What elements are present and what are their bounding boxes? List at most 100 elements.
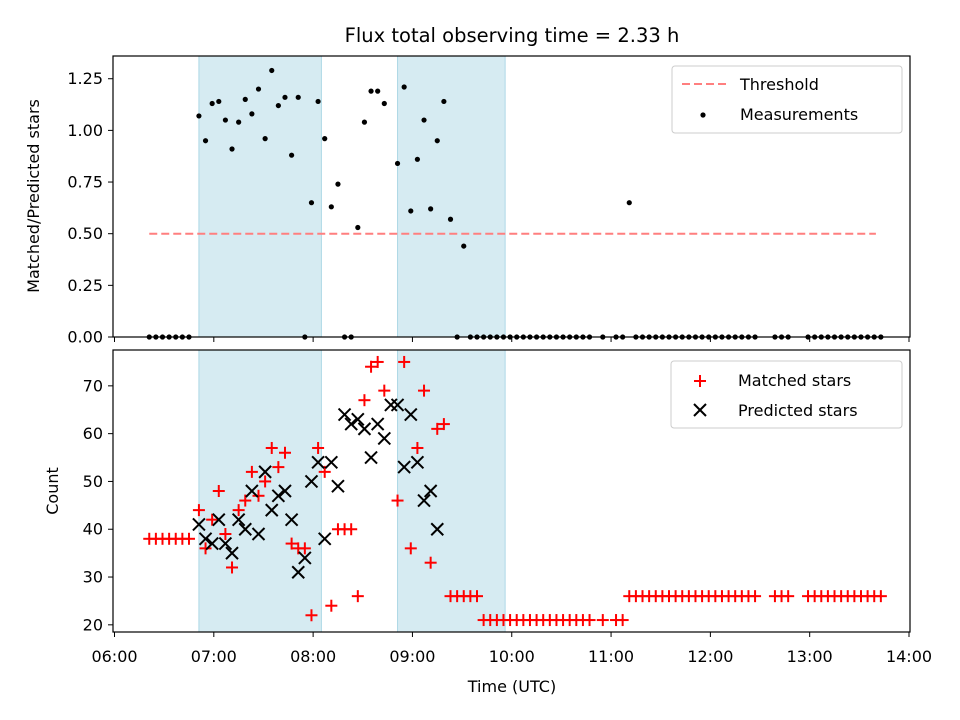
- bottom-x-tick-label: 07:00: [191, 647, 237, 666]
- matched-star-marker: [345, 523, 358, 536]
- bottom-y-tick-label: 40: [83, 520, 103, 539]
- bottom-x-tick-label: 13:00: [787, 647, 833, 666]
- top-x-ticks: [114, 337, 910, 342]
- top-y-tick-label: 0.25: [67, 276, 103, 295]
- predicted-star-stroke-b: [311, 455, 325, 470]
- top-panel: 0.00 0.25 0.50 0.75 1.00 1.25 Matched/Predict…: [24, 55, 911, 347]
- predicted-star-marker: [357, 422, 372, 436]
- measurement-point: [335, 181, 341, 187]
- matched-star-marker: [351, 590, 364, 603]
- bottom-legend: Matched stars Predicted stars: [670, 360, 903, 429]
- bottom-x-tick-label: 09:00: [389, 647, 435, 666]
- matched-star-marker: [305, 609, 318, 622]
- predicted-stars-points: [192, 398, 444, 579]
- matched-star-marker: [437, 418, 450, 431]
- matched-star-marker: [252, 489, 265, 502]
- predicted-star-stroke-b: [337, 407, 352, 422]
- matched-star-marker: [272, 461, 285, 474]
- bottom-shaded-intervals: [198, 349, 506, 633]
- top-y-tick-label: 0.00: [67, 328, 103, 347]
- measurement-point: [322, 136, 328, 142]
- predicted-star-marker: [278, 484, 292, 498]
- measurement-point: [414, 156, 421, 162]
- matched-star-marker: [398, 355, 411, 368]
- measurement-point: [328, 204, 334, 210]
- matched-star-marker: [265, 441, 278, 454]
- predicted-star-marker: [205, 536, 219, 551]
- matched-star-marker: [378, 384, 391, 397]
- matched-star-marker: [874, 590, 887, 603]
- matched-star-marker: [371, 355, 384, 368]
- bottom-x-tick-label: 14:00: [886, 647, 932, 666]
- predicted-star-marker: [410, 455, 425, 470]
- predicted-star-stroke-b: [364, 450, 378, 465]
- measurement-point: [375, 88, 381, 94]
- measurement-point: [308, 200, 315, 206]
- matched-star-marker: [749, 590, 762, 603]
- matched-star-marker: [358, 394, 371, 407]
- bottom-y-tick-label: 30: [83, 568, 103, 587]
- predicted-star-stroke-b: [423, 484, 438, 498]
- measurement-point: [202, 138, 209, 144]
- predicted-star-marker: [370, 417, 385, 431]
- matched-star-marker: [192, 504, 205, 517]
- matched-star-marker: [583, 614, 596, 627]
- predicted-star-marker: [265, 503, 279, 517]
- predicted-star-marker: [397, 460, 411, 474]
- matched-star-marker: [245, 465, 258, 478]
- measurement-point: [401, 84, 407, 90]
- predicted-star-stroke-b: [231, 512, 246, 527]
- measurement-point: [236, 119, 242, 125]
- matched-star-marker: [199, 542, 212, 555]
- predicted-star-marker: [251, 527, 266, 541]
- legend-threshold-label: Threshold: [739, 75, 819, 94]
- predicted-star-stroke-b: [218, 536, 233, 551]
- measurement-point: [355, 224, 361, 231]
- predicted-star-marker: [324, 455, 339, 470]
- predicted-star-marker: [284, 512, 299, 527]
- bottom-x-tick-label: 10:00: [489, 647, 535, 666]
- predicted-star-marker: [337, 407, 352, 422]
- measurement-point: [421, 117, 427, 123]
- matched-stars-points: [143, 355, 887, 627]
- measurement-point: [242, 96, 248, 102]
- legend-measurements-label: Measurements: [740, 105, 858, 124]
- predicted-star-marker: [377, 431, 392, 446]
- measurement-point: [408, 208, 414, 214]
- predicted-star-stroke-b: [344, 417, 358, 431]
- predicted-star-stroke-b: [198, 532, 213, 546]
- matched-star-marker: [365, 360, 378, 373]
- bottom-y-tick-label: 50: [83, 472, 103, 491]
- measurement-point: [428, 206, 434, 212]
- predicted-star-marker: [304, 474, 319, 489]
- measurement-point: [626, 200, 632, 206]
- matched-star-marker: [411, 441, 424, 454]
- measurement-point: [229, 146, 235, 152]
- x-axis-label: Time (UTC): [467, 677, 556, 696]
- predicted-star-marker: [423, 484, 438, 498]
- bottom-panel: 20 30 40 50 60 70 06:00 07:00 08:00 09:00 10:00 11…: [43, 349, 932, 696]
- matched-star-marker: [226, 561, 239, 574]
- matched-star-marker: [298, 542, 311, 555]
- matched-star-marker: [616, 614, 629, 627]
- predicted-star-marker: [238, 522, 252, 536]
- predicted-star-stroke-b: [245, 484, 259, 498]
- predicted-star-marker: [231, 512, 246, 527]
- measurement-point: [381, 100, 387, 107]
- matched-star-marker: [312, 441, 325, 454]
- predicted-star-marker: [258, 465, 272, 479]
- predicted-star-marker: [298, 551, 312, 565]
- predicted-star-stroke-b: [271, 489, 286, 503]
- predicted-star-marker: [364, 450, 378, 465]
- matched-star-marker: [782, 590, 795, 603]
- measurement-point: [222, 117, 228, 123]
- predicted-star-stroke-b: [291, 565, 305, 579]
- top-legend-box: [671, 65, 903, 134]
- measurement-point: [441, 98, 447, 105]
- predicted-star-marker: [245, 484, 259, 498]
- predicted-star-marker: [218, 536, 233, 551]
- predicted-star-marker: [311, 455, 325, 470]
- matched-star-marker: [212, 485, 225, 497]
- predicted-star-stroke-b: [318, 532, 332, 546]
- predicted-star-marker: [331, 479, 345, 493]
